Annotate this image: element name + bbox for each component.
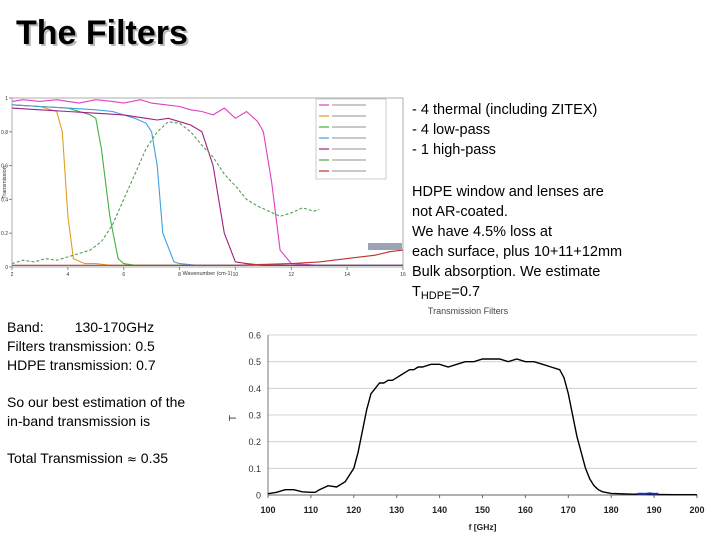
slide-title: The Filters [16,14,188,52]
hdpe-note-line: HDPE window and lenses are [412,184,604,200]
left-notes: Band: 130-170GHz Filters transmission: 0… [7,318,227,469]
y-tick-label: 0 [256,491,261,501]
x-tick-label: 130 [389,505,404,515]
total-value: 0.35 [140,450,169,466]
x-tick-label: 160 [518,505,533,515]
x-tick-label: 100 [260,505,275,515]
y-tick-label: 0.2 [248,437,261,447]
x-tick-label: 190 [647,505,662,515]
approx-symbol: ≈ [126,452,137,466]
y-tick-label: 0.4 [248,384,261,394]
x-tick-label: 180 [604,505,619,515]
thdpe-symbol: T [412,284,421,300]
x-axis-title: Wavenumber (cm-1) [183,271,233,277]
chart-title: Transmission Filters [428,306,509,316]
x-tick-label: 110 [304,505,319,515]
y-axis-title: Transmission [2,166,8,199]
thdpe-value: =0.7 [451,284,481,300]
x-tick-label: 200 [689,505,704,515]
thdpe-subscript: HDPE [420,290,452,302]
callout-box [368,243,402,250]
y-tick-label: 0.3 [248,411,261,421]
hdpe-note-line: We have 4.5% loss at [412,224,552,240]
right-notes: - 4 thermal (including ZITEX) - 4 low-pa… [412,100,712,306]
y-tick-label: 1 [5,96,8,102]
y-tick-label: 0.6 [1,164,8,170]
filter-spectra-chart: 2 4 6 8 10 12 14 16 0 0.2 0.4 0.6 0.8 1 Wavenumber (cm… [1,96,406,278]
x-tick-label: 120 [346,505,361,515]
y-axis-title: T [228,415,239,421]
x-tick-label: 4 [66,272,69,278]
y-tick-label: 0.8 [1,130,8,136]
series-line [636,492,659,495]
y-tick-label: 0.5 [248,357,261,367]
x-axis-title: f [GHz] [469,522,497,532]
filter-list-item: - 4 thermal (including ZITEX) [412,102,598,118]
series-line [11,99,403,266]
y-tick-label: 0.2 [1,231,8,237]
transmission-filters-chart: 0 0.1 0.2 0.3 0.4 0.5 0.6 100 110 120 130 140 150 160… [228,306,705,532]
x-tick-label: 14 [344,272,350,278]
x-tick-label: 6 [122,272,125,278]
series-line [267,358,697,496]
x-tick-label: 16 [400,272,406,278]
x-tick-label: 10 [233,272,239,278]
y-tick-label: 0 [5,265,8,271]
filter-list-item: - 4 low-pass [412,122,491,138]
x-tick-label: 12 [289,272,295,278]
series-line [12,249,404,266]
y-tick-label: 0.6 [248,331,261,341]
total-transmission-line: Total Transmission ≈ 0.35 [7,449,227,469]
series-line [11,107,403,266]
hdpe-transmission-line: HDPE transmission: 0.7 [7,357,156,373]
thdpe-estimate: THDPE=0.7 [412,282,712,306]
total-label: Total Transmission [7,450,123,466]
estimation-line: So our best estimation of the [7,394,186,410]
y-tick-label: 0.1 [248,464,261,474]
y-tick-label: 0.4 [1,197,8,203]
x-tick-label: 2 [11,272,14,278]
x-tick-label: 140 [432,505,447,515]
x-tick-label: 150 [475,505,490,515]
x-tick-label: 8 [178,272,181,278]
x-tick-label: 170 [561,505,576,515]
hdpe-note-line: each surface, plus 10+11+12mm [412,244,623,260]
series-line [11,121,320,265]
hdpe-note-line: Bulk absorption. We estimate [412,264,601,280]
estimation-line: in-band transmission is [7,413,151,429]
filter-list-item: - 1 high-pass [412,142,496,158]
hdpe-note-line: not AR-coated. [412,204,508,220]
filters-transmission-line: Filters transmission: 0.5 [7,338,155,354]
band-line: Band: 130-170GHz [7,319,155,335]
